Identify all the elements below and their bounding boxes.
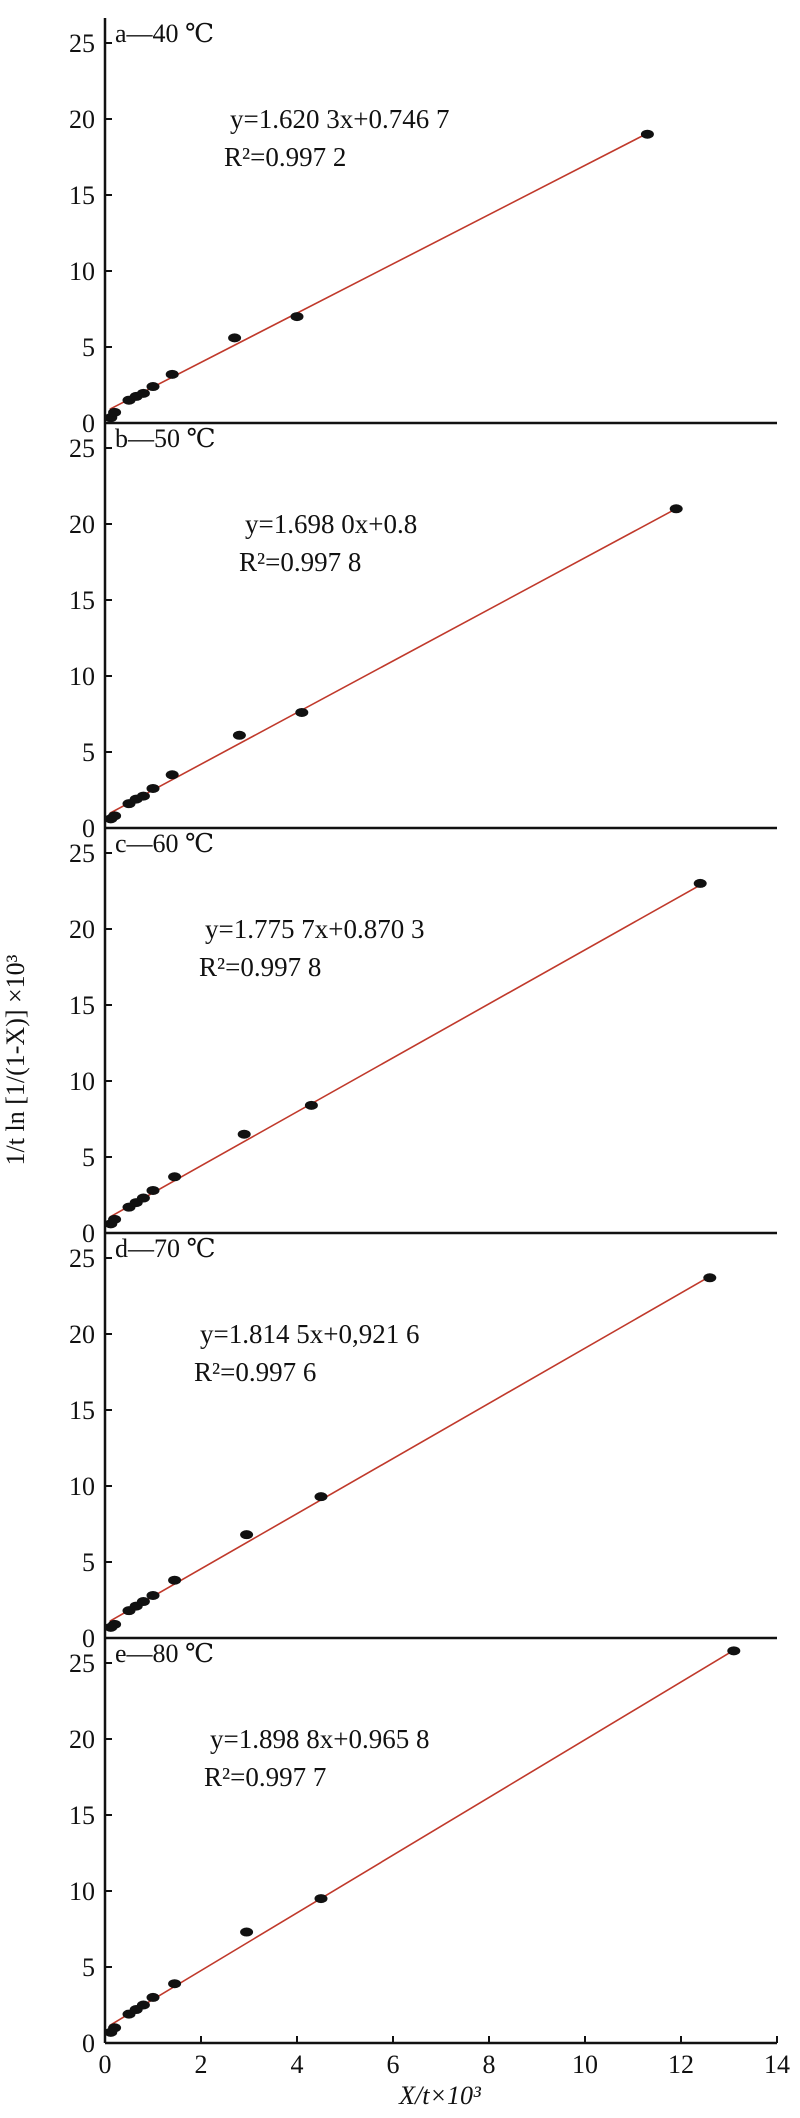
panel-1-y-tick-label: 0 [82,409,95,438]
panel-4-point-7 [168,1575,182,1585]
panel-2-point-6 [146,783,160,793]
panel-4-point-10 [703,1273,717,1283]
x-tick-label: 14 [764,2050,790,2079]
x-tick-label: 6 [387,2050,400,2079]
panel-4-y-tick-label: 10 [69,1472,95,1501]
panel-3-label: c—60 ℃ [115,829,214,858]
panel-3-point-2 [108,1214,122,1224]
y-axis-title: 1/t ln [1/(1-X)] ×10³ [1,954,30,1165]
panel-3-point-8 [237,1129,251,1139]
panel-1-point-5 [136,388,150,398]
panel-1-fit-line [109,132,648,410]
panel-3-y-tick-label: 0 [82,1219,95,1248]
panel-5-fit-line [109,1649,735,2027]
panel-2-y-tick-label: 25 [69,434,95,463]
panel-1-y-tick-label: 5 [82,333,95,362]
x-tick-label: 4 [291,2050,304,2079]
panel-5-point-2 [108,2023,122,2033]
panel-5-point-6 [146,1992,160,2002]
panel-3-point-7 [168,1172,182,1182]
panel-2-y-tick-label: 5 [82,738,95,767]
x-tick-label: 8 [483,2050,496,2079]
panel-2-y-tick-label: 10 [69,662,95,691]
panel-4-point-8 [240,1530,254,1540]
panel-4-y-tick-label: 0 [82,1624,95,1653]
x-tick-label: 12 [668,2050,694,2079]
panel-3-point-5 [136,1193,150,1203]
panel-3-y-tick-label: 20 [69,915,95,944]
panel-1-point-6 [146,382,160,392]
panel-5-point-8 [240,1927,254,1937]
panel-3-y-tick-label: 10 [69,1067,95,1096]
panel-4-point-6 [146,1590,160,1600]
panel-1-y-tick-label: 15 [69,181,95,210]
panel-5-point-5 [136,2000,150,2010]
panel-1-point-9 [290,312,304,322]
panel-5-point-7 [168,1979,182,1989]
panel-2-point-8 [232,730,246,740]
panel-2-r-squared: R²=0.997 8 [239,547,361,577]
panel-4-y-tick-label: 5 [82,1548,95,1577]
panel-1-r-squared: R²=0.997 2 [224,142,346,172]
panel-3-point-10 [693,878,707,888]
panel-2-point-2 [108,811,122,821]
panel-3-equation: y=1.775 7x+0.870 3 [205,914,424,944]
panel-4-equation: y=1.814 5x+0,921 6 [200,1319,419,1349]
panel-2-y-tick-label: 0 [82,814,95,843]
panel-5-r-squared: R²=0.997 7 [204,1762,326,1792]
panel-2-y-tick-label: 20 [69,510,95,539]
panel-4-label: d—70 ℃ [115,1234,216,1263]
panel-4-y-tick-label: 15 [69,1396,95,1425]
panel-4-point-5 [136,1597,150,1607]
panel-1-point-10 [640,129,654,139]
panel-3-y-tick-label: 25 [69,839,95,868]
panel-4-y-tick-label: 20 [69,1320,95,1349]
panel-1-y-tick-label: 20 [69,105,95,134]
panel-3-y-tick-label: 5 [82,1143,95,1172]
panel-1-point-2 [108,407,122,417]
panel-3-point-9 [304,1100,318,1110]
panel-3-point-6 [146,1185,160,1195]
panel-5-y-tick-label: 10 [69,1877,95,1906]
panel-5-y-tick-label: 0 [82,2029,95,2058]
panel-4-y-tick-label: 25 [69,1244,95,1273]
panel-5-point-9 [314,1894,328,1904]
panel-5-point-10 [727,1646,741,1656]
panel-5-label: e—80 ℃ [115,1639,214,1668]
panel-2-y-tick-label: 15 [69,586,95,615]
x-tick-label: 2 [195,2050,208,2079]
panel-1-equation: y=1.620 3x+0.746 7 [230,104,449,134]
panel-2-fit-line [109,508,677,814]
panel-1-point-8 [228,333,242,343]
panel-4-r-squared: R²=0.997 6 [194,1357,316,1387]
panel-2-point-9 [295,707,309,717]
panel-1-point-7 [165,369,179,379]
panel-3-y-tick-label: 15 [69,991,95,1020]
panel-1-y-tick-label: 25 [69,29,95,58]
panel-5-y-tick-label: 5 [82,1953,95,1982]
panel-4-point-2 [108,1619,122,1629]
panel-5-y-tick-label: 25 [69,1649,95,1678]
panel-2-point-7 [165,770,179,780]
panel-2-point-10 [669,504,683,514]
panel-3-r-squared: R²=0.997 8 [199,952,321,982]
panel-2-point-5 [136,791,150,801]
panel-2-label: b—50 ℃ [115,424,216,453]
panel-3-fit-line [109,884,701,1218]
panel-2-equation: y=1.698 0x+0.8 [245,509,417,539]
panel-5-equation: y=1.898 8x+0.965 8 [210,1724,429,1754]
x-axis-title: X/t×10³ [398,2081,482,2110]
panel-4-fit-line [109,1275,711,1622]
x-tick-label: 0 [99,2050,112,2079]
panel-5-y-tick-label: 15 [69,1801,95,1830]
x-tick-label: 10 [572,2050,598,2079]
panel-4-point-9 [314,1492,328,1502]
panel-1-label: a—40 ℃ [115,19,214,48]
panel-5-y-tick-label: 20 [69,1725,95,1754]
panel-1-y-tick-label: 10 [69,257,95,286]
